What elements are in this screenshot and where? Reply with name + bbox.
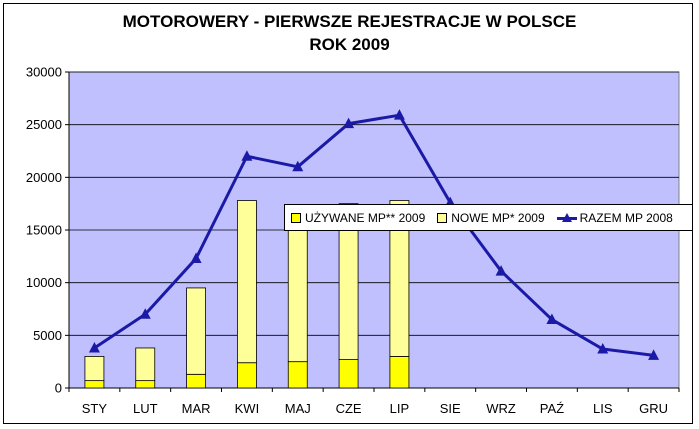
bar-new-mar [186, 287, 206, 375]
line-total-2008 [93, 113, 654, 357]
legend-item-total-2008: RAZEM MP 2008 [556, 210, 673, 225]
marker-total-2008-lis [597, 343, 609, 354]
marker-total-2008-lut [139, 308, 151, 319]
x-tick-label: STY [82, 401, 108, 416]
bar-new-sty [84, 355, 105, 382]
marker-total-2008-paź [546, 313, 558, 325]
bar-used-kwi [237, 362, 257, 389]
chart-legend: UŻYWANE MP** 2009 NOWE MP* 2009 RAZEM MP… [284, 204, 693, 231]
marker-total-2008-mar [190, 252, 202, 263]
y-tick-label: 15000 [26, 223, 62, 238]
bar-new-lip [389, 200, 410, 357]
bar-used-cze [338, 359, 359, 389]
x-tick-label: LIS [593, 401, 613, 416]
x-tick-label: GRU [639, 401, 668, 416]
x-tick-label: CZE [336, 401, 362, 416]
bar-used-sty [84, 380, 105, 389]
x-tick-label: KWI [235, 401, 260, 416]
legend-line-total-2008 [556, 212, 577, 223]
bar-used-mar [186, 373, 206, 389]
chart-subtitle: ROK 2009 [309, 35, 390, 54]
x-tick-label: SIE [440, 401, 461, 416]
marker-total-2008-lip [393, 109, 405, 120]
x-tick-label: MAR [182, 401, 211, 416]
legend-label-used: UŻYWANE MP** 2009 [305, 210, 426, 225]
y-tick-label: 20000 [26, 170, 62, 185]
legend-item-new: NOWE MP* 2009 [437, 210, 545, 225]
y-tick-label: 5000 [33, 328, 62, 343]
marker-total-2008-wrz [495, 265, 507, 276]
x-tick-label: PAŹ [540, 401, 564, 416]
x-tick-label: LIP [390, 401, 410, 416]
bar-new-kwi [237, 200, 257, 364]
x-tick-label: WRZ [486, 401, 516, 416]
marker-total-2008-sty [88, 341, 100, 353]
y-tick-label: 10000 [26, 275, 62, 290]
y-tick-label: 0 [55, 381, 62, 396]
bar-used-lut [135, 380, 156, 389]
x-tick-label: LUT [133, 401, 158, 416]
marker-total-2008-gru [648, 349, 660, 360]
bar-used-lip [389, 355, 410, 389]
legend-item-used: UŻYWANE MP** 2009 [291, 211, 425, 225]
y-tick-label: 30000 [26, 65, 62, 80]
y-tick-label: 25000 [26, 117, 62, 132]
chart-title: MOTOROWERY - PIERWSZE REJESTRACJE W POLS… [122, 12, 577, 31]
bar-used-maj [287, 361, 308, 389]
bar-new-lut [135, 347, 156, 382]
x-tick-label: MAJ [285, 401, 311, 416]
legend-label-new: NOWE MP* 2009 [451, 210, 545, 225]
bar-new-cze [338, 203, 359, 360]
legend-swatch-used [291, 212, 301, 223]
marker-total-2008-maj [292, 160, 304, 172]
legend-swatch-new [437, 212, 448, 223]
legend-label-total-2008: RAZEM MP 2008 [579, 210, 673, 225]
marker-total-2008-kwi [241, 150, 253, 161]
marker-total-2008-cze [343, 117, 355, 129]
